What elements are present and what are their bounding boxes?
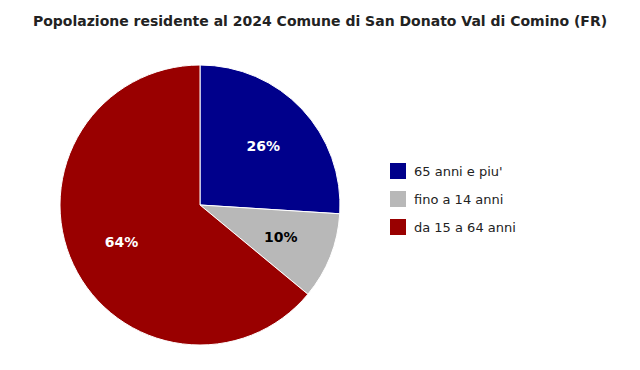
legend-item: fino a 14 anni xyxy=(390,191,503,207)
legend: 65 anni e piu' fino a 14 anni da 15 a 64 a… xyxy=(390,163,516,235)
legend-swatch xyxy=(390,163,406,179)
legend-swatch xyxy=(390,191,406,207)
data-label: 10% xyxy=(264,229,298,245)
chart: Popolazione residente al 2024 Comune di … xyxy=(0,0,640,370)
legend-label: fino a 14 anni xyxy=(414,192,503,207)
legend-swatch xyxy=(390,219,406,235)
legend-label: 65 anni e piu' xyxy=(414,164,503,179)
data-label: 26% xyxy=(247,138,281,154)
slice xyxy=(60,65,308,345)
legend-item: da 15 a 64 anni xyxy=(390,219,516,235)
legend-item: 65 anni e piu' xyxy=(390,163,503,179)
slice xyxy=(200,65,340,214)
data-labels: 26% 10% 64% xyxy=(105,138,298,250)
legend-label: da 15 a 64 anni xyxy=(414,220,516,235)
title: Popolazione residente al 2024 Comune di … xyxy=(33,13,607,29)
pie xyxy=(60,65,340,345)
data-label: 64% xyxy=(105,234,139,250)
